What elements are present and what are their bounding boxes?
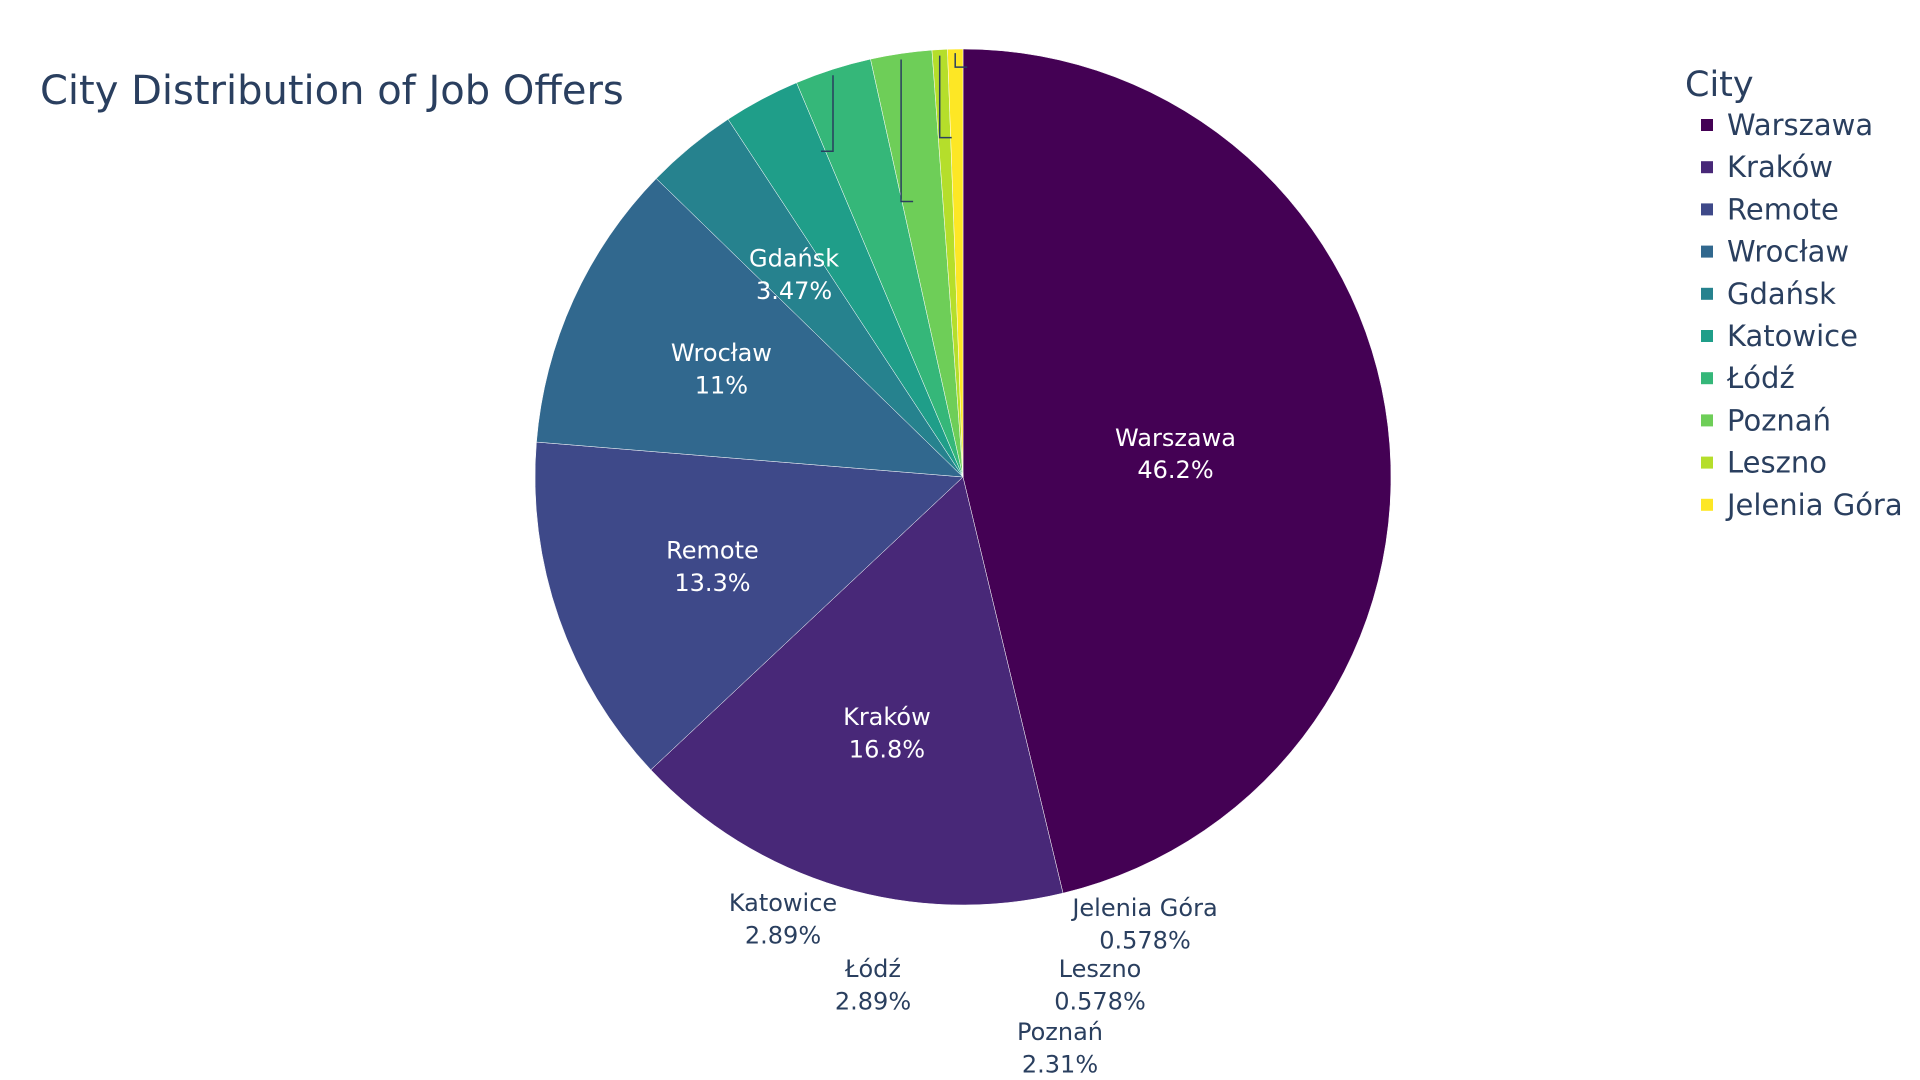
pie-slice-warszawa bbox=[962, 48, 1392, 894]
legend-swatch-gdansk bbox=[1701, 287, 1713, 300]
legend-swatch-leszno bbox=[1701, 456, 1713, 469]
slice-label-wroclaw: Wrocław 11% bbox=[671, 339, 772, 399]
leader-line-poznan bbox=[900, 59, 914, 203]
slice-label-katowice: Katowice 2.89% bbox=[729, 889, 837, 949]
slice-label-gdansk: Gdańsk 3.47% bbox=[749, 244, 839, 304]
legend-label-katowice: Katowice bbox=[1727, 319, 1858, 353]
slice-label-krakow: Kraków 16.8% bbox=[843, 703, 931, 763]
leader-line-jelenia-gora bbox=[954, 53, 968, 68]
legend-label-lodz: Łódź bbox=[1726, 361, 1795, 395]
legend: City Warszawa Kraków Remote Wrocław Gdańsk Ka… bbox=[1685, 65, 1903, 522]
slice-label-warszawa: Warszawa 46.2% bbox=[1115, 424, 1236, 484]
legend-label-leszno: Leszno bbox=[1727, 446, 1827, 480]
legend-label-poznan: Poznań bbox=[1727, 403, 1831, 437]
legend-label-krakow: Kraków bbox=[1727, 150, 1833, 184]
pie-slice-labels: Warszawa 46.2% Kraków 16.8% Remote 13.3% Wrocł… bbox=[666, 53, 1236, 1078]
slice-label-jelenia-gora: Jelenia Góra 0.578% bbox=[1070, 894, 1217, 954]
slice-label-lodz: Łódź 2.89% bbox=[835, 955, 911, 1015]
legend-swatch-krakow bbox=[1701, 161, 1713, 174]
pie-slice-remote bbox=[534, 441, 964, 771]
chart-title: City Distribution of Job Offers bbox=[40, 68, 624, 114]
pie-slice-krakow bbox=[650, 476, 1064, 906]
slice-label-poznan: Poznań 2.31% bbox=[1017, 1018, 1103, 1078]
legend-swatch-lodz bbox=[1701, 372, 1713, 385]
slice-label-leszno: Leszno 0.578% bbox=[1054, 955, 1146, 1015]
legend-swatch-katowice bbox=[1701, 330, 1713, 342]
legend-swatch-jelenia-gora bbox=[1701, 498, 1713, 511]
legend-swatch-remote bbox=[1701, 203, 1713, 216]
legend-title: City bbox=[1685, 65, 1754, 105]
leader-line-leszno bbox=[938, 55, 952, 139]
legend-swatch-wroclaw bbox=[1701, 245, 1713, 258]
legend-label-wroclaw: Wrocław bbox=[1727, 235, 1849, 269]
legend-label-gdansk: Gdańsk bbox=[1727, 277, 1836, 311]
leader-line-lodz bbox=[821, 75, 834, 152]
slice-label-remote: Remote 13.3% bbox=[666, 536, 759, 596]
legend-label-remote: Remote bbox=[1727, 192, 1839, 226]
legend-swatch-poznan bbox=[1701, 414, 1713, 427]
pie-slices bbox=[534, 48, 1392, 906]
legend-label-jelenia-gora: Jelenia Góra bbox=[1725, 488, 1903, 522]
legend-swatch-warszawa bbox=[1701, 119, 1713, 131]
legend-label-warszawa: Warszawa bbox=[1727, 108, 1873, 142]
pie-slice-wroclaw bbox=[536, 178, 964, 478]
pie-slice-jelenia-gora bbox=[947, 48, 964, 478]
